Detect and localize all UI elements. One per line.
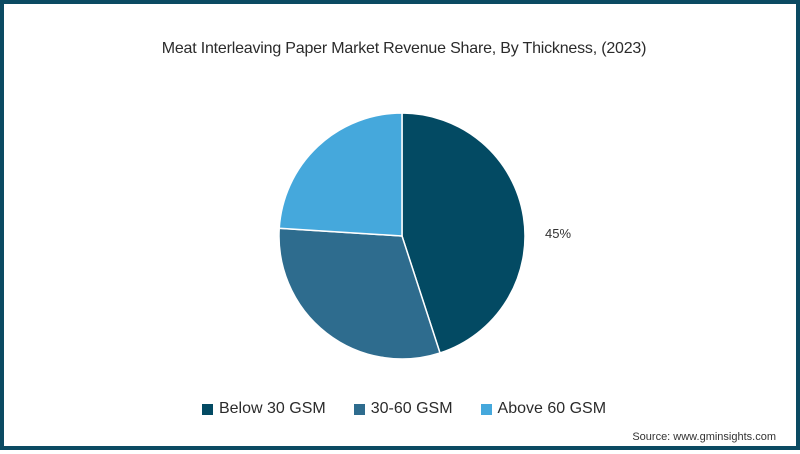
chart-title: Meat Interleaving Paper Market Revenue S… [161, 40, 647, 57]
legend-swatch-icon [353, 403, 365, 415]
legend: Below 30 GSM 30-60 GSM Above 60 GSM [4, 400, 800, 418]
legend-label: Below 30 GSM [218, 400, 326, 417]
source-note: Source: www.gminsights.com [632, 431, 776, 443]
legend-swatch-icon [201, 403, 213, 415]
pie-slice-above-60-gsm [278, 112, 403, 237]
legend-item-below-30-gsm: Below 30 GSM [201, 400, 326, 418]
pie-slice-below-30-gsm [401, 112, 526, 354]
legend-item-30-60-gsm: 30-60 GSM [353, 400, 453, 418]
legend-swatch-icon [480, 403, 492, 415]
data-label-below-30-gsm: 45% [545, 226, 572, 241]
legend-item-above-60-gsm: Above 60 GSM [480, 400, 607, 418]
legend-label: 30-60 GSM [370, 400, 453, 417]
pie-slice-30-60-gsm [278, 227, 441, 360]
legend-label: Above 60 GSM [497, 400, 607, 417]
pie-chart [278, 112, 526, 360]
